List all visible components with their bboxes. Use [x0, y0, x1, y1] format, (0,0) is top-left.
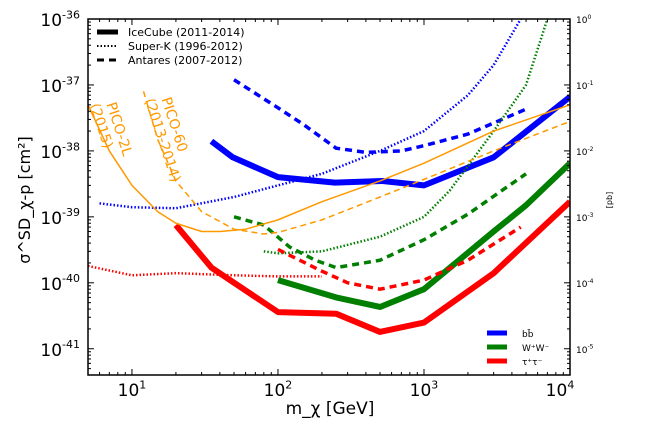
annotation-label: PICO-60(2013-2014)	[141, 91, 198, 184]
annotations: PICO-2L(2015) PICO-60(2013-2014)	[86, 91, 198, 184]
y2-tick-label: 10-1	[576, 80, 594, 92]
y2-tick-label: 100	[576, 14, 591, 26]
ticks-group: 101 102 103 104 10-36 10-37 10-38 10-39 10-40 10-…	[40, 8, 593, 401]
x-tick-label: 104	[546, 378, 575, 401]
series-superk-bb	[99, 19, 522, 210]
series-icecube-bb	[209, 94, 570, 189]
series-icecube-ww	[277, 161, 570, 310]
x-tick-label: 101	[118, 378, 147, 401]
y-tick-label: 10-37	[40, 74, 80, 97]
y-tick-label: 10-39	[40, 206, 80, 229]
x-tick-label: 103	[410, 378, 439, 401]
legend-label: Super-K (1996-2012)	[128, 40, 243, 53]
series-antares-bb	[233, 78, 527, 155]
legend-label: Antares (2007-2012)	[128, 54, 242, 67]
series-superk-tautau	[88, 264, 322, 278]
y2-tick-label: 10-4	[576, 278, 594, 290]
legend-label: τ⁺τ⁻	[522, 358, 543, 368]
series-group	[88, 19, 570, 335]
plot-frame	[87, 18, 571, 376]
series-pico-60	[142, 91, 570, 235]
y2-tick-label: 10-3	[576, 212, 594, 224]
y-tick-label: 10-40	[40, 272, 80, 295]
legend-label: bb̄	[522, 328, 534, 340]
y2-tick-label: 10-5	[576, 344, 594, 356]
series-antares-tautau	[277, 225, 522, 291]
legend-label: W⁺W⁻	[522, 344, 550, 354]
y-tick-label: 10-36	[40, 8, 80, 31]
y2-axis-label: [pb]	[605, 192, 614, 208]
series-superk-ww	[263, 19, 549, 255]
x-tick-label: 102	[264, 378, 293, 401]
series-icecube-tautau	[173, 199, 570, 335]
series-pico-2l	[88, 104, 570, 233]
y2-tick-label: 10-2	[576, 146, 594, 158]
y-tick-label: 10-38	[40, 140, 80, 163]
channel-legend: bb̄ W⁺W⁻ τ⁺τ⁻	[487, 328, 550, 368]
legend-label: IceCube (2011-2014)	[128, 26, 245, 39]
style-legend: IceCube (2011-2014)Super-K (1996-2012)An…	[97, 26, 245, 67]
y-axis-label: σ^SD_χ-p [cm²]	[15, 136, 35, 264]
y-tick-label: 10-41	[40, 338, 80, 361]
x-axis-label: m_χ [GeV]	[286, 399, 375, 419]
